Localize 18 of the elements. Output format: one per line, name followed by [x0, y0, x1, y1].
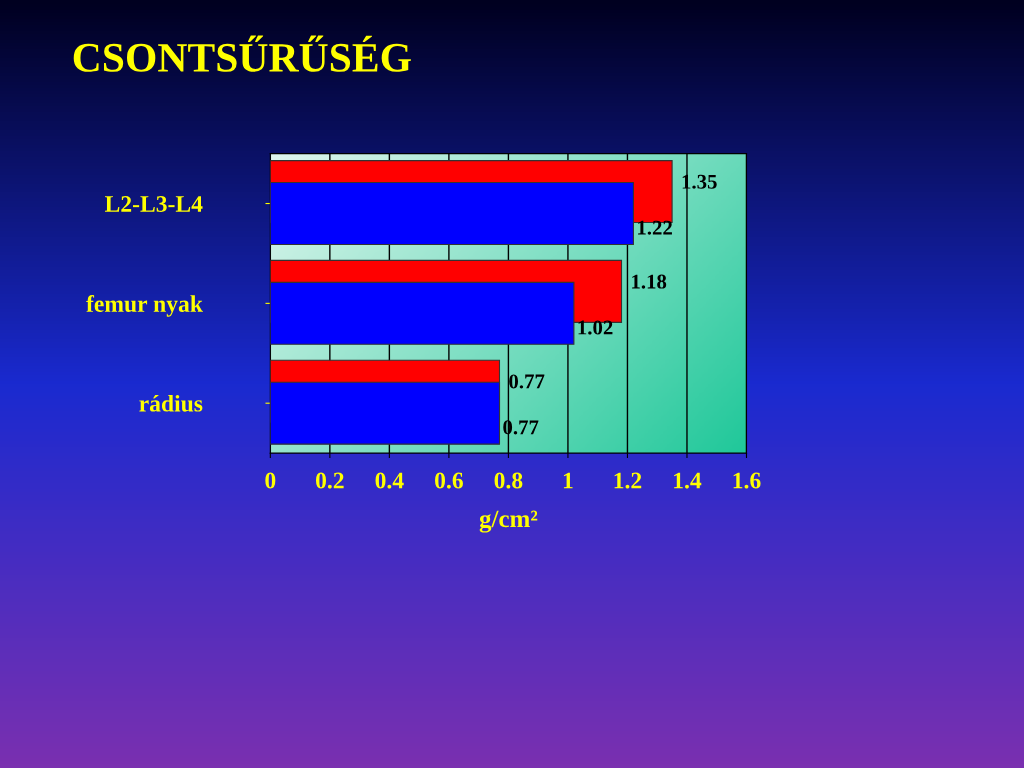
x-tick-label: 0.4: [375, 472, 404, 489]
x-tick-label: 0: [265, 472, 276, 489]
x-tick-label: 1.4: [674, 472, 702, 489]
data-label: 1.02: [578, 320, 613, 335]
y-tick-label: rádius: [139, 394, 203, 412]
x-tick-label: 1: [563, 472, 573, 489]
y-tick-label: femur nyak: [86, 295, 203, 317]
data-label: 1.18: [632, 274, 667, 289]
data-label: 0.77: [509, 374, 545, 389]
y-tick-label: L2-L3-L4: [104, 196, 203, 212]
x-tick-label: 1.2: [614, 472, 642, 489]
x-axis-title: g/cm²: [479, 510, 538, 533]
chart-title: CSONTSŰRŰSÉG: [73, 35, 411, 72]
x-tick-label: 0.6: [435, 472, 463, 489]
x-tick-label: 1.6: [733, 472, 761, 489]
x-tick-label: 0.8: [494, 472, 523, 489]
data-label: 1.22: [638, 220, 672, 235]
x-tick-label: 0.2: [316, 472, 344, 489]
